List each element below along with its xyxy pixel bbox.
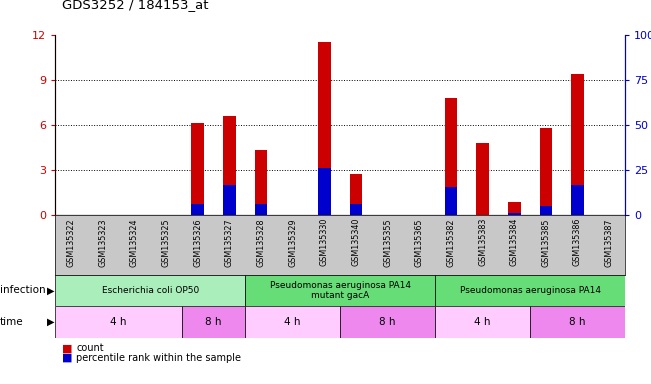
Bar (245, 275, 435, 306)
Text: GSM135383: GSM135383 (478, 218, 487, 266)
Text: GSM135384: GSM135384 (510, 218, 519, 266)
Text: GSM135329: GSM135329 (288, 218, 297, 266)
Text: Pseudomonas aeruginosa PA14
mutant gacA: Pseudomonas aeruginosa PA14 mutant gacA (270, 281, 411, 300)
Text: infection: infection (0, 285, 46, 295)
Bar (435, 275, 625, 306)
Text: GSM135326: GSM135326 (193, 218, 202, 266)
Text: GSM135387: GSM135387 (605, 218, 614, 266)
Bar (55, 275, 245, 306)
Text: GSM135385: GSM135385 (542, 218, 550, 266)
Text: GSM135330: GSM135330 (320, 218, 329, 266)
Text: GSM135324: GSM135324 (130, 218, 139, 266)
Bar (445, 187, 457, 215)
Text: percentile rank within the sample: percentile rank within the sample (76, 353, 241, 362)
Bar (540, 206, 552, 215)
Text: GSM135323: GSM135323 (98, 218, 107, 266)
Text: 4 h: 4 h (111, 317, 127, 327)
Text: GSM135328: GSM135328 (256, 218, 266, 266)
Text: GSM135365: GSM135365 (415, 218, 424, 266)
Bar (223, 116, 236, 215)
Text: ▶: ▶ (47, 317, 55, 327)
Bar (318, 42, 331, 215)
Text: GSM135322: GSM135322 (66, 218, 76, 266)
Text: count: count (76, 343, 104, 353)
Bar (191, 204, 204, 215)
Bar (255, 204, 268, 215)
Bar (530, 306, 625, 338)
Bar (340, 306, 435, 338)
Text: 8 h: 8 h (380, 317, 396, 327)
Bar (55, 306, 182, 338)
Text: GSM135340: GSM135340 (352, 218, 361, 266)
Bar (255, 151, 268, 215)
Text: GSM135327: GSM135327 (225, 218, 234, 266)
Bar (223, 185, 236, 215)
Bar (445, 98, 457, 215)
Text: GSM135325: GSM135325 (161, 218, 171, 266)
Text: 8 h: 8 h (569, 317, 586, 327)
Bar (477, 143, 489, 215)
Bar (245, 306, 340, 338)
Text: 4 h: 4 h (284, 317, 301, 327)
Text: ■: ■ (62, 343, 72, 353)
Text: time: time (0, 317, 23, 327)
Text: GSM135382: GSM135382 (447, 218, 456, 266)
Bar (540, 128, 552, 215)
Bar (191, 123, 204, 215)
Bar (182, 306, 245, 338)
Text: Pseudomonas aeruginosa PA14: Pseudomonas aeruginosa PA14 (460, 286, 600, 295)
Bar (508, 202, 521, 215)
Text: ■: ■ (62, 353, 72, 362)
Text: 8 h: 8 h (205, 317, 222, 327)
Bar (571, 185, 584, 215)
Text: GSM135386: GSM135386 (573, 218, 582, 266)
Bar (350, 174, 363, 215)
Text: Escherichia coli OP50: Escherichia coli OP50 (102, 286, 199, 295)
Bar (318, 168, 331, 215)
Bar (435, 306, 530, 338)
Text: GSM135355: GSM135355 (383, 218, 392, 266)
Bar (350, 204, 363, 215)
Text: GDS3252 / 184153_at: GDS3252 / 184153_at (62, 0, 208, 12)
Bar (508, 213, 521, 215)
Text: 4 h: 4 h (475, 317, 491, 327)
Text: ▶: ▶ (47, 285, 55, 295)
Bar (571, 74, 584, 215)
